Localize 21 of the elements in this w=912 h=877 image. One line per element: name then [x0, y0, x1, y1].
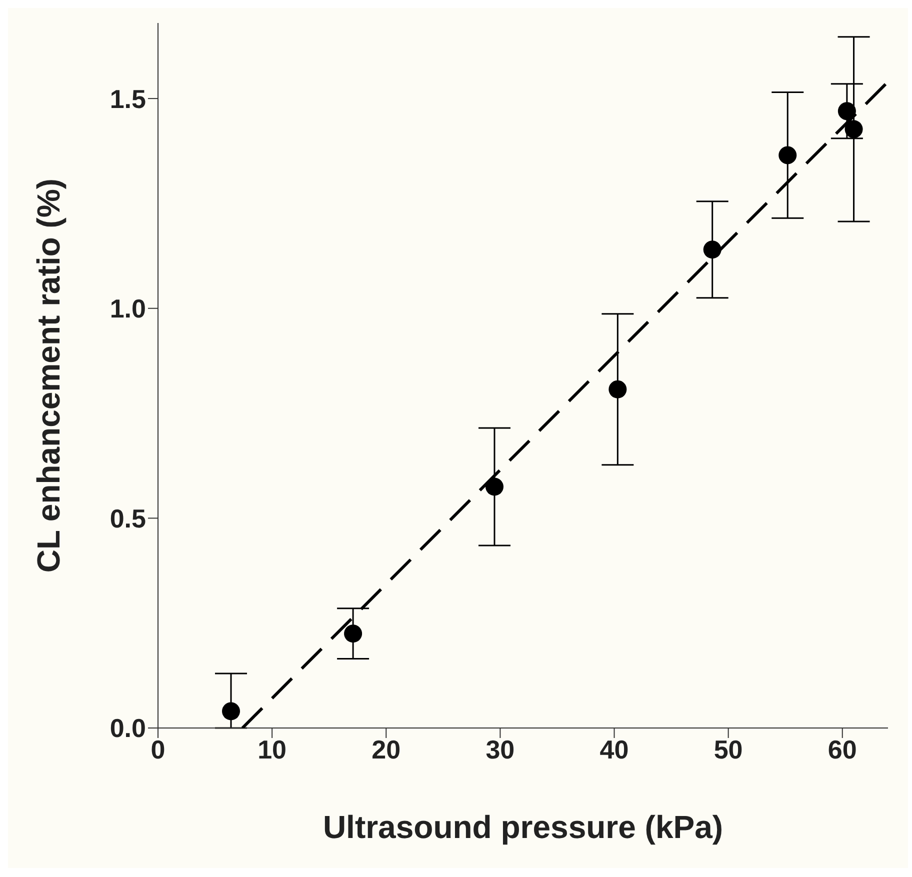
x-tick-label: 30 [486, 734, 515, 764]
point [485, 478, 504, 496]
x-tick-label: 20 [372, 734, 401, 764]
x-tick-label: 50 [714, 734, 743, 764]
y-tick-label: 0.5 [110, 503, 146, 534]
point [703, 240, 722, 259]
x-tick-label: 60 [828, 734, 857, 764]
x-axis-title: Ultrasound pressure (kPa) [322, 809, 724, 845]
y-tick-label: 1.5 [110, 84, 146, 114]
x-tick-label: 0 [150, 734, 166, 764]
y-tick-label: 0.0 [110, 713, 146, 744]
point [608, 380, 627, 398]
point [844, 120, 863, 138]
point [344, 624, 362, 643]
y-axis-title: CL enhancement ratio (%) [30, 178, 66, 573]
x-tick-label: 40 [600, 734, 629, 764]
point [838, 102, 856, 120]
point [778, 146, 797, 164]
point [222, 702, 240, 720]
x-tick-label: 10 [258, 734, 287, 764]
y-tick-label: 1.0 [110, 294, 146, 324]
